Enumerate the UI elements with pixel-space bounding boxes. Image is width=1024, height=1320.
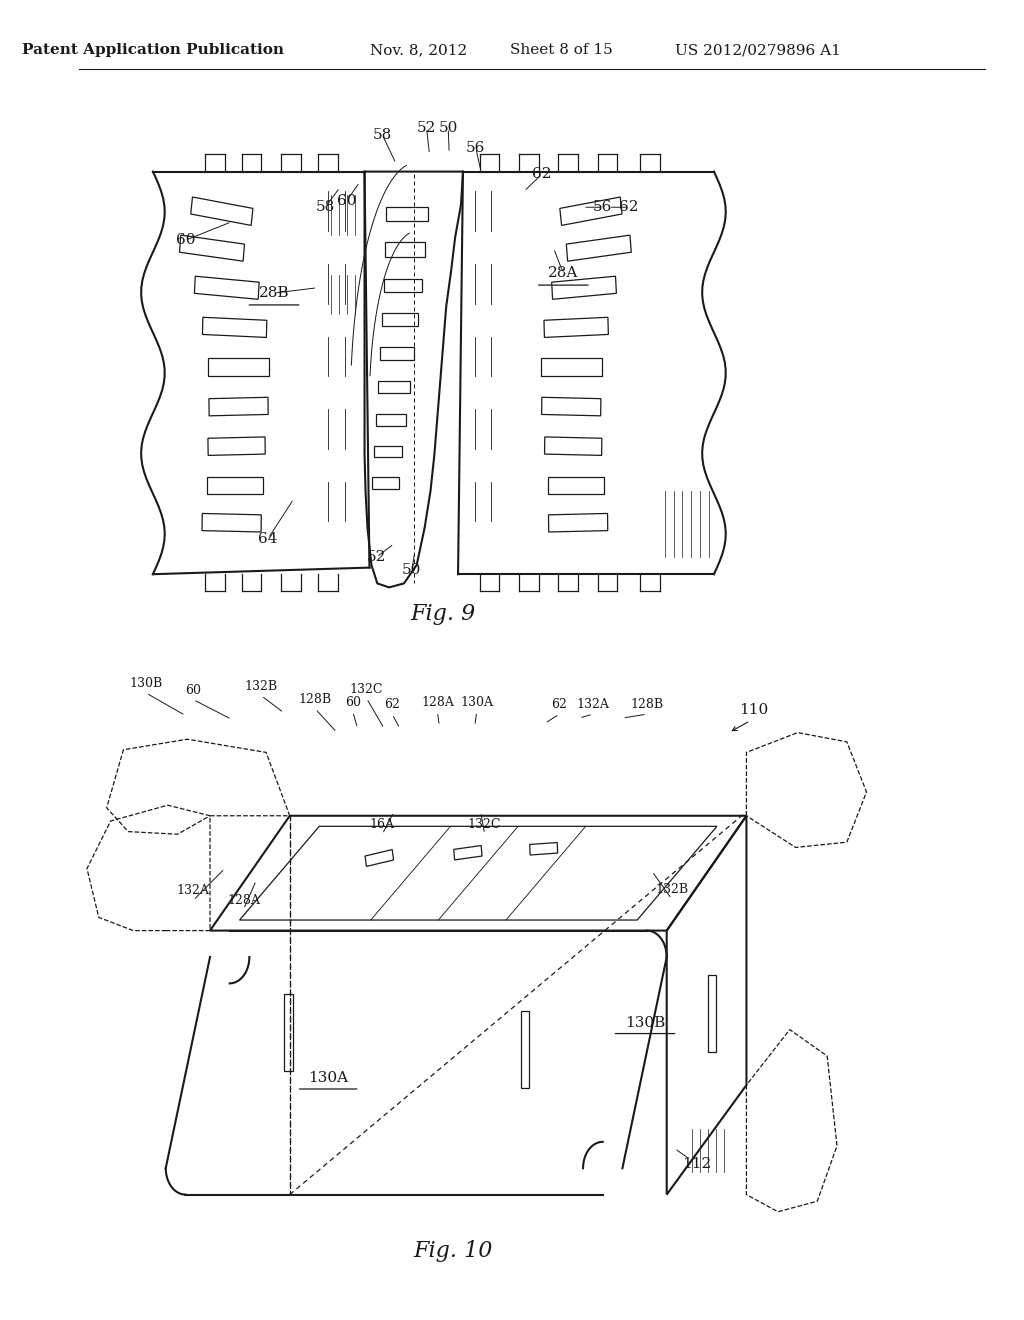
Text: 128B: 128B: [299, 693, 332, 706]
Text: 128A: 128A: [421, 696, 454, 709]
Text: 132A: 132A: [177, 884, 210, 898]
Text: 64: 64: [258, 532, 278, 545]
Text: 132C: 132C: [468, 818, 502, 832]
Text: 62: 62: [531, 168, 552, 181]
Text: 60: 60: [337, 194, 356, 207]
Text: 60: 60: [345, 696, 360, 709]
Text: 52: 52: [367, 550, 386, 564]
Text: 28B: 28B: [259, 286, 289, 300]
Text: 56: 56: [466, 141, 485, 154]
Text: 132A: 132A: [577, 698, 609, 711]
Text: 62: 62: [552, 698, 567, 711]
Text: 60: 60: [176, 234, 196, 247]
Text: 58: 58: [373, 128, 392, 141]
Text: 112: 112: [683, 1158, 712, 1171]
Text: 128B: 128B: [631, 698, 664, 711]
Text: 110: 110: [738, 704, 768, 717]
Text: 50: 50: [438, 121, 458, 135]
Text: Nov. 8, 2012: Nov. 8, 2012: [370, 44, 467, 57]
Text: 50: 50: [402, 564, 422, 577]
Text: 130A: 130A: [308, 1072, 348, 1085]
Text: 62: 62: [384, 698, 400, 711]
Text: 56: 56: [593, 201, 612, 214]
Text: Fig. 10: Fig. 10: [414, 1241, 493, 1262]
Text: 128A: 128A: [227, 894, 260, 907]
Text: 132C: 132C: [350, 682, 383, 696]
Text: Patent Application Publication: Patent Application Publication: [22, 44, 284, 57]
Text: Fig. 9: Fig. 9: [411, 603, 476, 624]
Text: 130B: 130B: [625, 1016, 666, 1030]
Text: 132B: 132B: [655, 883, 688, 896]
Text: 130B: 130B: [129, 677, 163, 690]
Text: 62: 62: [618, 201, 638, 214]
Text: 60: 60: [185, 684, 202, 697]
Text: 28A: 28A: [548, 267, 579, 280]
Text: 132B: 132B: [245, 680, 278, 693]
Text: Sheet 8 of 15: Sheet 8 of 15: [510, 44, 612, 57]
Text: 58: 58: [315, 201, 335, 214]
Text: US 2012/0279896 A1: US 2012/0279896 A1: [675, 44, 841, 57]
Text: 130A: 130A: [460, 696, 494, 709]
Text: 52: 52: [417, 121, 436, 135]
Text: 16A: 16A: [370, 818, 395, 832]
